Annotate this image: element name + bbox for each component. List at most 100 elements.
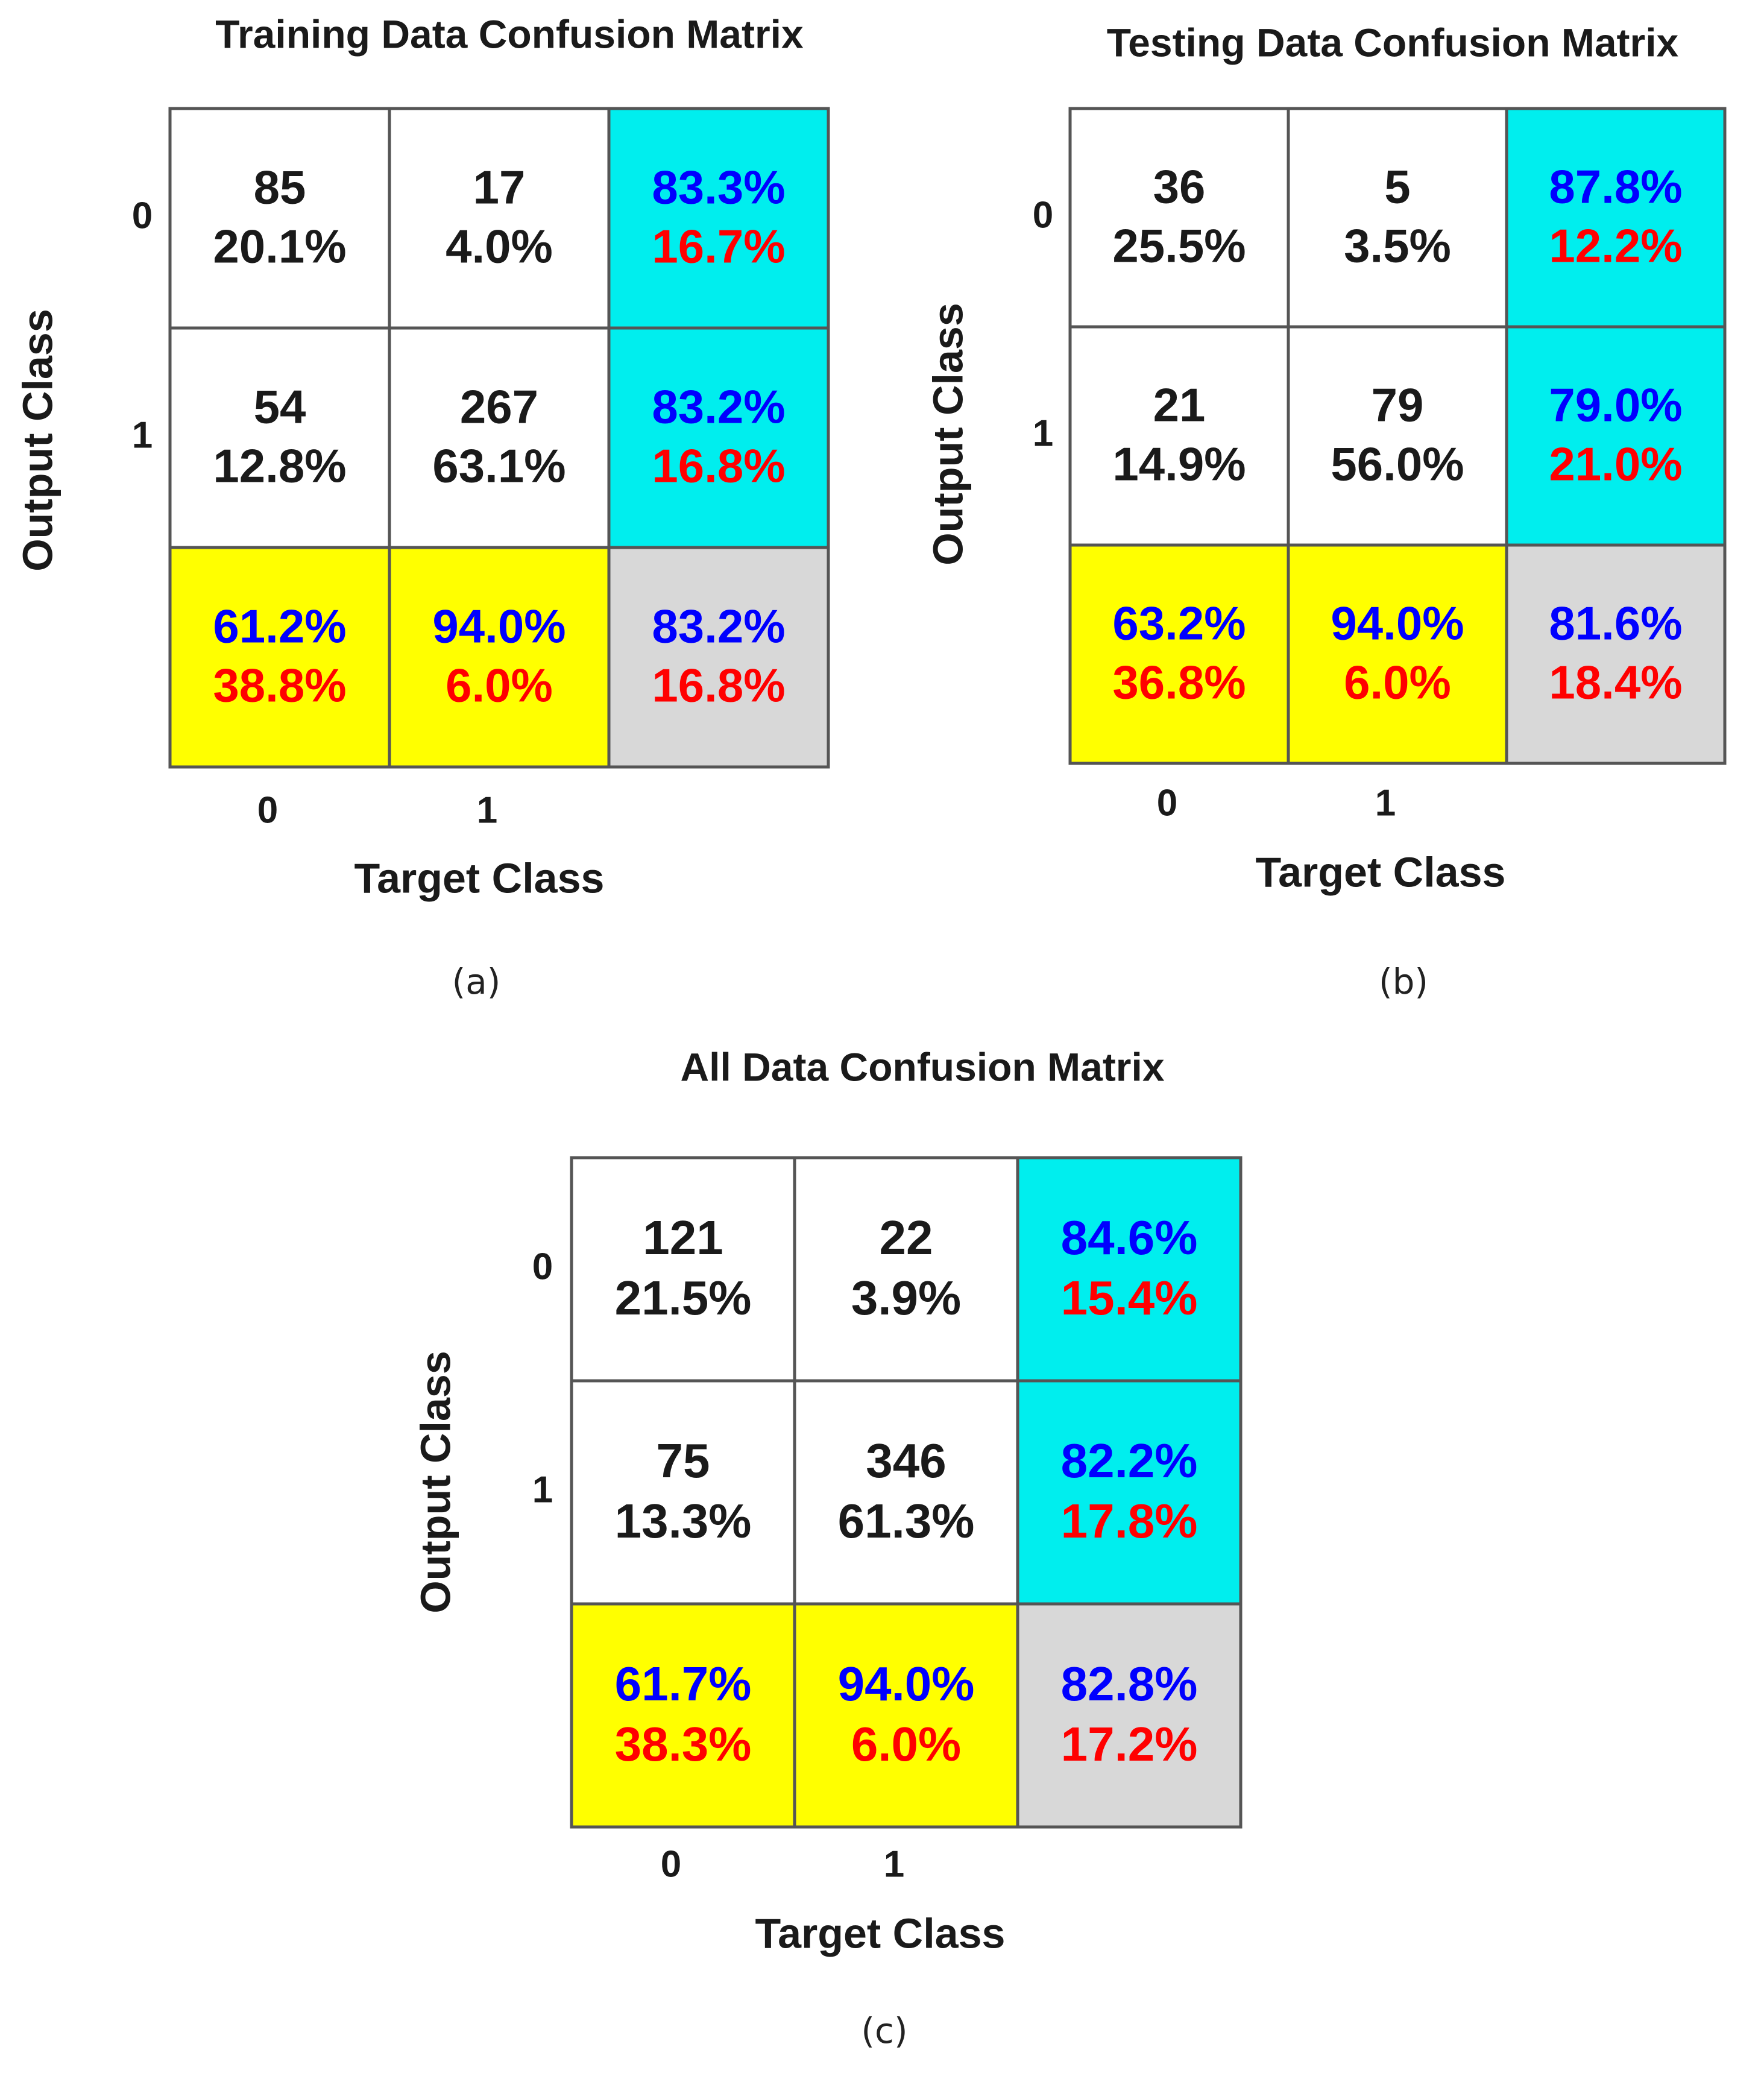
- target-class-tick: 1: [884, 1843, 904, 1885]
- column-summary-cell: [1068, 543, 1290, 765]
- cell-count: 121: [643, 1211, 723, 1264]
- error-percent-label: 17.8%: [1061, 1494, 1198, 1548]
- cell-count: 36: [1153, 160, 1206, 213]
- column-summary-cell: [168, 546, 391, 769]
- row-summary-cell: [1016, 1379, 1243, 1606]
- confusion-matrix-1: Training Data Confusion Matrix 85 20.1% 17 4…: [14, 11, 830, 1002]
- matrix-cell: [388, 326, 611, 549]
- row-summary-cell: [607, 326, 830, 549]
- cell-percent: 20.1%: [213, 220, 346, 273]
- row-summary-cell: [1505, 107, 1727, 329]
- matrix-cell: [1068, 107, 1290, 329]
- matrix-cell: [168, 107, 391, 330]
- error-percent-label: 16.8%: [652, 659, 785, 712]
- cell-count: 346: [866, 1434, 946, 1488]
- cell-count: 22: [880, 1211, 933, 1264]
- correct-percent-label: 61.7%: [615, 1657, 752, 1711]
- column-summary-cell: [1287, 543, 1508, 765]
- cell-percent: 14.9%: [1112, 437, 1246, 490]
- output-class-tick: 1: [132, 414, 153, 456]
- cell-count: 85: [254, 160, 306, 213]
- matrix-cell: [793, 1156, 1019, 1383]
- matrix-cell: [1068, 325, 1290, 547]
- output-class-tick: 0: [1033, 194, 1053, 236]
- cell-percent: 25.5%: [1112, 219, 1246, 272]
- column-summary-cell: [570, 1602, 796, 1829]
- x-axis-label: Target Class: [354, 854, 605, 901]
- x-axis-label: Target Class: [1256, 848, 1506, 895]
- x-axis-label: Target Class: [755, 1910, 1006, 1957]
- row-summary-cell: [1016, 1156, 1243, 1383]
- correct-percent-label: 83.2%: [652, 380, 785, 433]
- overall-accuracy-cell: [1505, 543, 1727, 765]
- cell-count: 21: [1153, 379, 1206, 432]
- correct-percent-label: 79.0%: [1549, 379, 1682, 432]
- column-summary-cell: [793, 1602, 1019, 1829]
- cell-percent: 56.0%: [1331, 437, 1464, 490]
- error-percent-label: 16.7%: [652, 220, 785, 273]
- target-class-tick: 0: [257, 789, 278, 831]
- cell-count: 75: [657, 1434, 710, 1488]
- matrix-cell: [570, 1156, 796, 1383]
- matrix-title: Testing Data Confusion Matrix: [1107, 20, 1679, 65]
- cell-percent: 3.5%: [1344, 219, 1451, 272]
- error-percent-label: 16.8%: [652, 440, 785, 493]
- output-class-tick: 1: [532, 1469, 553, 1510]
- correct-percent-label: 94.0%: [838, 1657, 975, 1711]
- error-percent-label: 17.2%: [1061, 1717, 1198, 1771]
- correct-percent-label: 83.3%: [652, 160, 785, 213]
- cell-count: 267: [460, 380, 538, 433]
- cell-percent: 3.9%: [851, 1271, 961, 1325]
- panel-caption: (c): [861, 2010, 907, 2051]
- error-percent-label: 18.4%: [1549, 655, 1682, 708]
- correct-percent-label: 87.8%: [1549, 160, 1682, 213]
- correct-percent-label: 61.2%: [213, 599, 346, 652]
- matrix-cell: [168, 326, 391, 549]
- correct-percent-label: 94.0%: [1331, 597, 1464, 650]
- correct-percent-label: 82.2%: [1061, 1434, 1198, 1488]
- cell-count: 79: [1372, 379, 1424, 432]
- output-class-tick: 1: [1033, 412, 1053, 454]
- cell-percent: 63.1%: [432, 440, 565, 493]
- correct-percent-label: 83.2%: [652, 599, 785, 652]
- cell-percent: 13.3%: [615, 1494, 752, 1548]
- output-class-tick: 0: [132, 195, 153, 236]
- column-summary-cell: [388, 546, 611, 769]
- target-class-tick: 1: [1375, 782, 1396, 824]
- row-summary-cell: [1505, 325, 1727, 547]
- target-class-tick: 0: [661, 1843, 681, 1885]
- matrix-title: Training Data Confusion Matrix: [215, 11, 804, 56]
- matrix-cell: [1287, 107, 1508, 329]
- error-percent-label: 21.0%: [1549, 437, 1682, 490]
- cell-percent: 61.3%: [838, 1494, 975, 1548]
- target-class-tick: 0: [1157, 782, 1177, 824]
- row-summary-cell: [607, 107, 830, 330]
- panel-caption: (b): [1379, 961, 1428, 1002]
- y-axis-label: Output Class: [14, 309, 61, 572]
- y-axis-label: Output Class: [412, 1351, 459, 1614]
- cell-count: 5: [1384, 160, 1410, 213]
- error-percent-label: 12.2%: [1549, 219, 1682, 272]
- error-percent-label: 38.8%: [213, 659, 346, 712]
- error-percent-label: 15.4%: [1061, 1271, 1198, 1325]
- matrix-cell: [793, 1379, 1019, 1606]
- correct-percent-label: 81.6%: [1549, 597, 1682, 650]
- matrix-cell: [388, 107, 611, 330]
- confusion-matrix-2: Testing Data Confusion Matrix 36 25.5% 5 3.5…: [924, 20, 1727, 1002]
- target-class-tick: 1: [477, 789, 497, 831]
- error-percent-label: 36.8%: [1112, 655, 1246, 708]
- overall-accuracy-cell: [1016, 1602, 1243, 1829]
- correct-percent-label: 82.8%: [1061, 1657, 1198, 1711]
- error-percent-label: 38.3%: [615, 1717, 752, 1771]
- matrix-title: All Data Confusion Matrix: [680, 1044, 1164, 1089]
- y-axis-label: Output Class: [924, 303, 971, 566]
- confusion-matrix-3: All Data Confusion Matrix 121 21.5% 22 3.9% 8…: [412, 1044, 1243, 2051]
- overall-accuracy-cell: [607, 546, 830, 769]
- matrix-cell: [1287, 325, 1508, 547]
- error-percent-label: 6.0%: [851, 1717, 961, 1771]
- cell-count: 17: [473, 160, 526, 213]
- output-class-tick: 0: [532, 1246, 553, 1287]
- cell-percent: 12.8%: [213, 440, 346, 493]
- correct-percent-label: 63.2%: [1112, 597, 1246, 650]
